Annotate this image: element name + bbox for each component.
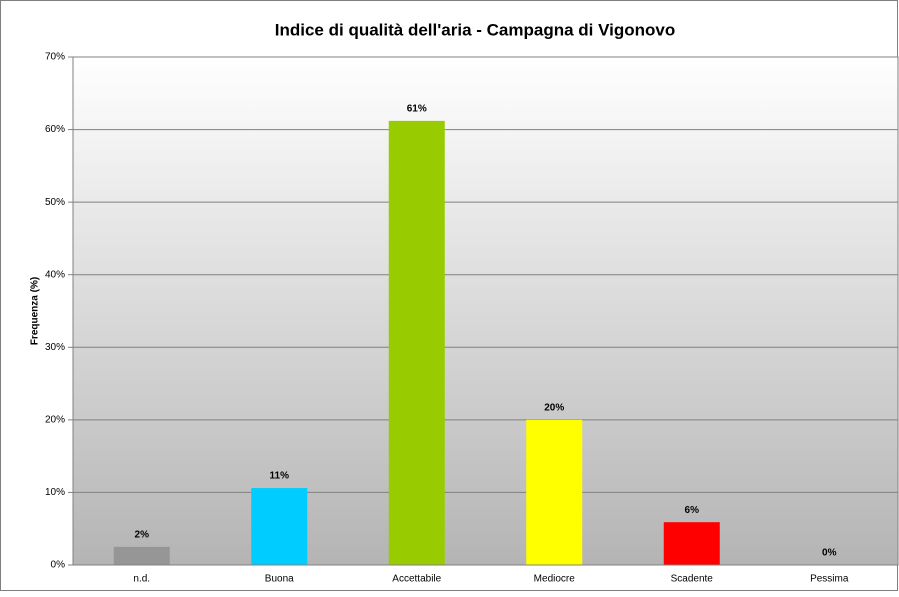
y-tick-label: 70% — [45, 52, 65, 63]
data-label: 11% — [270, 471, 290, 482]
y-tick-label: 20% — [45, 414, 65, 425]
data-label: 6% — [685, 505, 700, 516]
plot-area — [72, 56, 899, 566]
y-tick-label: 30% — [45, 342, 65, 353]
bar — [251, 488, 308, 565]
x-tick-label: Scadente — [671, 574, 714, 585]
y-tick-label: 0% — [51, 560, 66, 571]
y-tick-label: 10% — [45, 487, 65, 498]
y-tick-label: 50% — [45, 197, 65, 208]
data-label: 61% — [407, 104, 427, 115]
bar — [113, 546, 170, 565]
bar — [388, 120, 445, 565]
data-label: 0% — [822, 548, 837, 559]
data-label: 2% — [135, 529, 150, 540]
x-tick-label: Accettabile — [392, 574, 441, 585]
y-axis-title: Frequenza (%) — [30, 277, 41, 345]
x-tick-label: n.d. — [133, 574, 150, 585]
x-tick-label: Mediocre — [534, 574, 576, 585]
bar — [663, 522, 720, 565]
y-tick-label: 40% — [45, 269, 65, 280]
x-tick-label: Pessima — [810, 574, 849, 585]
data-label: 20% — [544, 402, 564, 413]
y-tick-label: 60% — [45, 124, 65, 135]
chart-title: Indice di qualità dell'aria - Campagna d… — [275, 20, 675, 39]
x-tick-label: Buona — [265, 574, 294, 585]
bar — [526, 419, 583, 565]
